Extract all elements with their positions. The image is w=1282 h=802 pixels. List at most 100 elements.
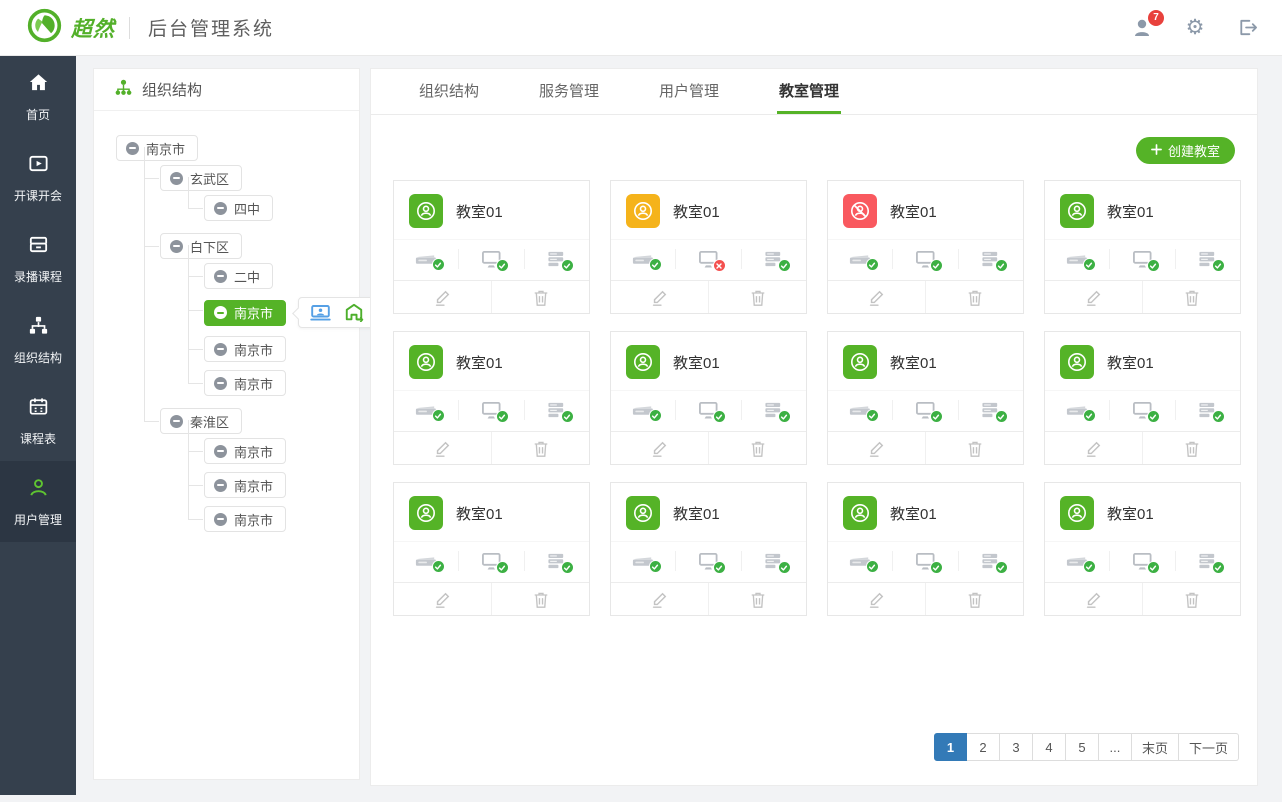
collapse-minus-icon[interactable] xyxy=(214,269,227,283)
delete-classroom-button[interactable] xyxy=(925,281,1023,313)
card-actions xyxy=(828,582,1023,615)
delete-classroom-button[interactable] xyxy=(491,583,589,615)
edit-classroom-button[interactable] xyxy=(394,432,491,464)
edit-classroom-button[interactable] xyxy=(1045,583,1142,615)
collapse-minus-icon[interactable] xyxy=(170,239,183,253)
building-sync-icon[interactable] xyxy=(344,303,364,322)
device-status-row xyxy=(1045,390,1240,431)
edit-classroom-button[interactable] xyxy=(828,432,925,464)
sidebar-item-user-management[interactable]: 用户管理 xyxy=(0,461,76,542)
delete-classroom-button[interactable] xyxy=(491,432,589,464)
recorder-device-icon xyxy=(414,401,445,422)
check-badge-icon xyxy=(712,410,726,423)
tree-node: 玄武区四中 xyxy=(144,147,359,229)
webcam-user-icon xyxy=(409,345,443,379)
delete-classroom-button[interactable] xyxy=(708,583,806,615)
collapse-minus-icon[interactable] xyxy=(214,201,227,215)
tree-node-box[interactable]: 四中 xyxy=(204,195,274,221)
server-device-icon xyxy=(980,400,1008,423)
pagination-item-4[interactable]: 4 xyxy=(1032,733,1066,761)
tree-node-selected[interactable]: 南京市 xyxy=(204,299,287,326)
edit-classroom-button[interactable] xyxy=(611,583,708,615)
collapse-minus-icon[interactable] xyxy=(214,444,227,458)
tree-node-box[interactable]: 南京市 xyxy=(204,336,287,362)
logout-icon[interactable] xyxy=(1234,15,1260,41)
edit-classroom-button[interactable] xyxy=(394,281,491,313)
sidebar-item-recorded-course[interactable]: 录播课程 xyxy=(0,218,76,299)
pagination-item-下一页[interactable]: 下一页 xyxy=(1178,733,1239,761)
delete-classroom-button[interactable] xyxy=(925,583,1023,615)
delete-classroom-button[interactable] xyxy=(708,432,806,464)
edit-classroom-button[interactable] xyxy=(394,583,491,615)
delete-classroom-button[interactable] xyxy=(1142,432,1240,464)
settings-gear-icon[interactable]: ⚙ xyxy=(1185,16,1205,39)
edit-classroom-button[interactable] xyxy=(611,281,708,313)
org-tree: 南京市 玄武区 四中 白下区 二中 南京市 南京市 南京市 秦淮区 南京市 南京市 南京市 xyxy=(94,111,407,544)
tree-node-box[interactable]: 二中 xyxy=(204,263,274,289)
classroom-card-grid: 教室01 教室01 xyxy=(371,164,1257,616)
tab-组织结构[interactable]: 组织结构 xyxy=(419,83,480,100)
tab-服务管理[interactable]: 服务管理 xyxy=(539,83,600,100)
tab-active-教室管理[interactable]: 教室管理 xyxy=(777,69,842,114)
server-device-icon xyxy=(1197,551,1225,574)
sidebar-item-video-meeting[interactable]: 开课开会 xyxy=(0,137,76,218)
check-badge-icon xyxy=(560,561,574,574)
classroom-card: 教室01 xyxy=(827,180,1024,314)
sidebar-item-timetable[interactable]: 课程表 xyxy=(0,380,76,461)
edit-classroom-button[interactable] xyxy=(828,583,925,615)
collapse-minus-icon[interactable] xyxy=(214,512,227,526)
tree-node-box[interactable]: 南京市 xyxy=(116,135,199,161)
pagination-item-2[interactable]: 2 xyxy=(966,733,1000,761)
delete-classroom-button[interactable] xyxy=(1142,583,1240,615)
notification-badge: 7 xyxy=(1148,9,1164,26)
tree-node-label: 南京市 xyxy=(234,342,274,358)
edit-classroom-button[interactable] xyxy=(1045,432,1142,464)
collapse-minus-icon[interactable] xyxy=(214,342,227,356)
collapse-minus-icon[interactable] xyxy=(170,414,183,428)
org-tree-panel-header: 组织结构 xyxy=(94,69,359,111)
tab-用户管理[interactable]: 用户管理 xyxy=(659,83,720,100)
org-tree-title: 组织结构 xyxy=(142,82,203,99)
collapse-minus-icon[interactable] xyxy=(126,141,139,155)
status-recorder xyxy=(611,400,675,422)
server-device-icon xyxy=(763,249,791,272)
tree-node-box[interactable]: 南京市 xyxy=(204,506,287,532)
delete-classroom-button[interactable] xyxy=(708,281,806,313)
server-device-icon xyxy=(1197,249,1225,272)
card-actions xyxy=(611,431,806,464)
tree-node-box[interactable]: 南京市 xyxy=(204,438,287,464)
pagination-item-3[interactable]: 3 xyxy=(999,733,1033,761)
status-server xyxy=(523,551,589,574)
collapse-minus-icon[interactable] xyxy=(214,478,227,492)
collapse-minus-icon[interactable] xyxy=(214,376,227,390)
edit-classroom-button[interactable] xyxy=(1045,281,1142,313)
edit-classroom-button[interactable] xyxy=(828,281,925,313)
device-status-row xyxy=(1045,541,1240,582)
delete-classroom-button[interactable] xyxy=(491,281,589,313)
user-notification-icon[interactable]: 7 xyxy=(1130,9,1164,41)
tree-node: 南京市 xyxy=(188,420,359,468)
card-actions xyxy=(1045,280,1240,313)
create-classroom-button[interactable]: 创建教室 xyxy=(1135,137,1235,164)
pagination-item-末页[interactable]: 末页 xyxy=(1131,733,1179,761)
tree-node-box[interactable]: 玄武区 xyxy=(160,165,243,191)
classroom-device-icon[interactable] xyxy=(310,304,331,322)
collapse-minus-icon[interactable] xyxy=(214,306,227,319)
app-logo-icon xyxy=(26,7,63,49)
tree-node-box[interactable]: 南京市 xyxy=(204,472,287,498)
display-device-icon xyxy=(1131,400,1160,423)
edit-classroom-button[interactable] xyxy=(611,432,708,464)
classroom-name: 教室01 xyxy=(1107,354,1154,372)
pagination-item-...[interactable]: ... xyxy=(1098,733,1132,761)
pagination-item-1[interactable]: 1 xyxy=(933,733,967,761)
sidebar-item-org-structure[interactable]: 组织结构 xyxy=(0,299,76,380)
sidebar-item-home[interactable]: 首页 xyxy=(0,56,76,137)
delete-classroom-button[interactable] xyxy=(925,432,1023,464)
tree-node-box[interactable]: 南京市 xyxy=(204,370,287,396)
tree-node-box[interactable]: 白下区 xyxy=(160,233,243,259)
delete-classroom-button[interactable] xyxy=(1142,281,1240,313)
tree-node-box[interactable]: 秦淮区 xyxy=(160,408,243,434)
pagination-item-5[interactable]: 5 xyxy=(1065,733,1099,761)
display-device-icon xyxy=(1131,551,1160,574)
collapse-minus-icon[interactable] xyxy=(170,171,183,185)
